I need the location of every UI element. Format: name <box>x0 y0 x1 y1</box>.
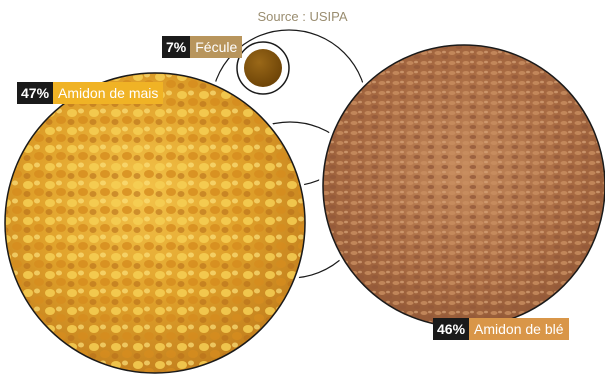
name-fecule: Fécule <box>190 36 243 58</box>
label-mais: 47% Amidon de mais <box>17 82 164 104</box>
percent-fecule: 7% <box>162 36 191 58</box>
name-mais: Amidon de mais <box>53 82 164 104</box>
source-caption: Source : USIPA <box>257 9 348 24</box>
fecule-circle <box>236 41 290 95</box>
label-ble: 46% Amidon de blé <box>433 318 569 340</box>
name-ble: Amidon de blé <box>469 318 569 340</box>
label-fecule: 7% Fécule <box>162 36 243 58</box>
percent-mais: 47% <box>17 82 54 104</box>
mais-grain-circle <box>1 69 309 377</box>
ble-grain-circle <box>319 41 605 331</box>
percent-ble: 46% <box>433 318 470 340</box>
